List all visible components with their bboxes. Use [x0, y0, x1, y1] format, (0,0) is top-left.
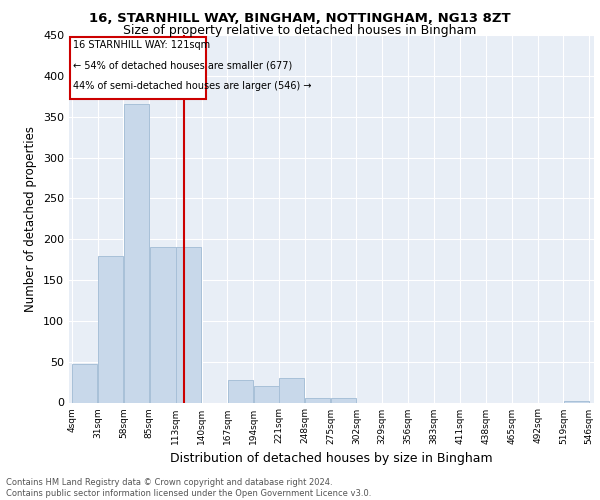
Bar — [305, 398, 330, 402]
Text: 16, STARNHILL WAY, BINGHAM, NOTTINGHAM, NG13 8ZT: 16, STARNHILL WAY, BINGHAM, NOTTINGHAM, … — [89, 12, 511, 26]
X-axis label: Distribution of detached houses by size in Bingham: Distribution of detached houses by size … — [170, 452, 493, 465]
FancyBboxPatch shape — [70, 38, 205, 98]
Text: 16 STARNHILL WAY: 121sqm: 16 STARNHILL WAY: 121sqm — [73, 40, 210, 50]
Bar — [72, 364, 97, 403]
Bar — [564, 401, 589, 402]
Text: 44% of semi-detached houses are larger (546) →: 44% of semi-detached houses are larger (… — [73, 80, 311, 90]
Bar — [124, 104, 149, 403]
Text: Contains HM Land Registry data © Crown copyright and database right 2024.
Contai: Contains HM Land Registry data © Crown c… — [6, 478, 371, 498]
Y-axis label: Number of detached properties: Number of detached properties — [25, 126, 37, 312]
Bar — [280, 378, 304, 402]
Text: ← 54% of detached houses are smaller (677): ← 54% of detached houses are smaller (67… — [73, 60, 292, 70]
Text: Size of property relative to detached houses in Bingham: Size of property relative to detached ho… — [124, 24, 476, 37]
Bar — [98, 256, 123, 402]
Bar — [254, 386, 278, 402]
Bar — [149, 248, 176, 402]
Bar — [228, 380, 253, 402]
Bar — [331, 398, 356, 402]
Bar — [176, 248, 202, 402]
